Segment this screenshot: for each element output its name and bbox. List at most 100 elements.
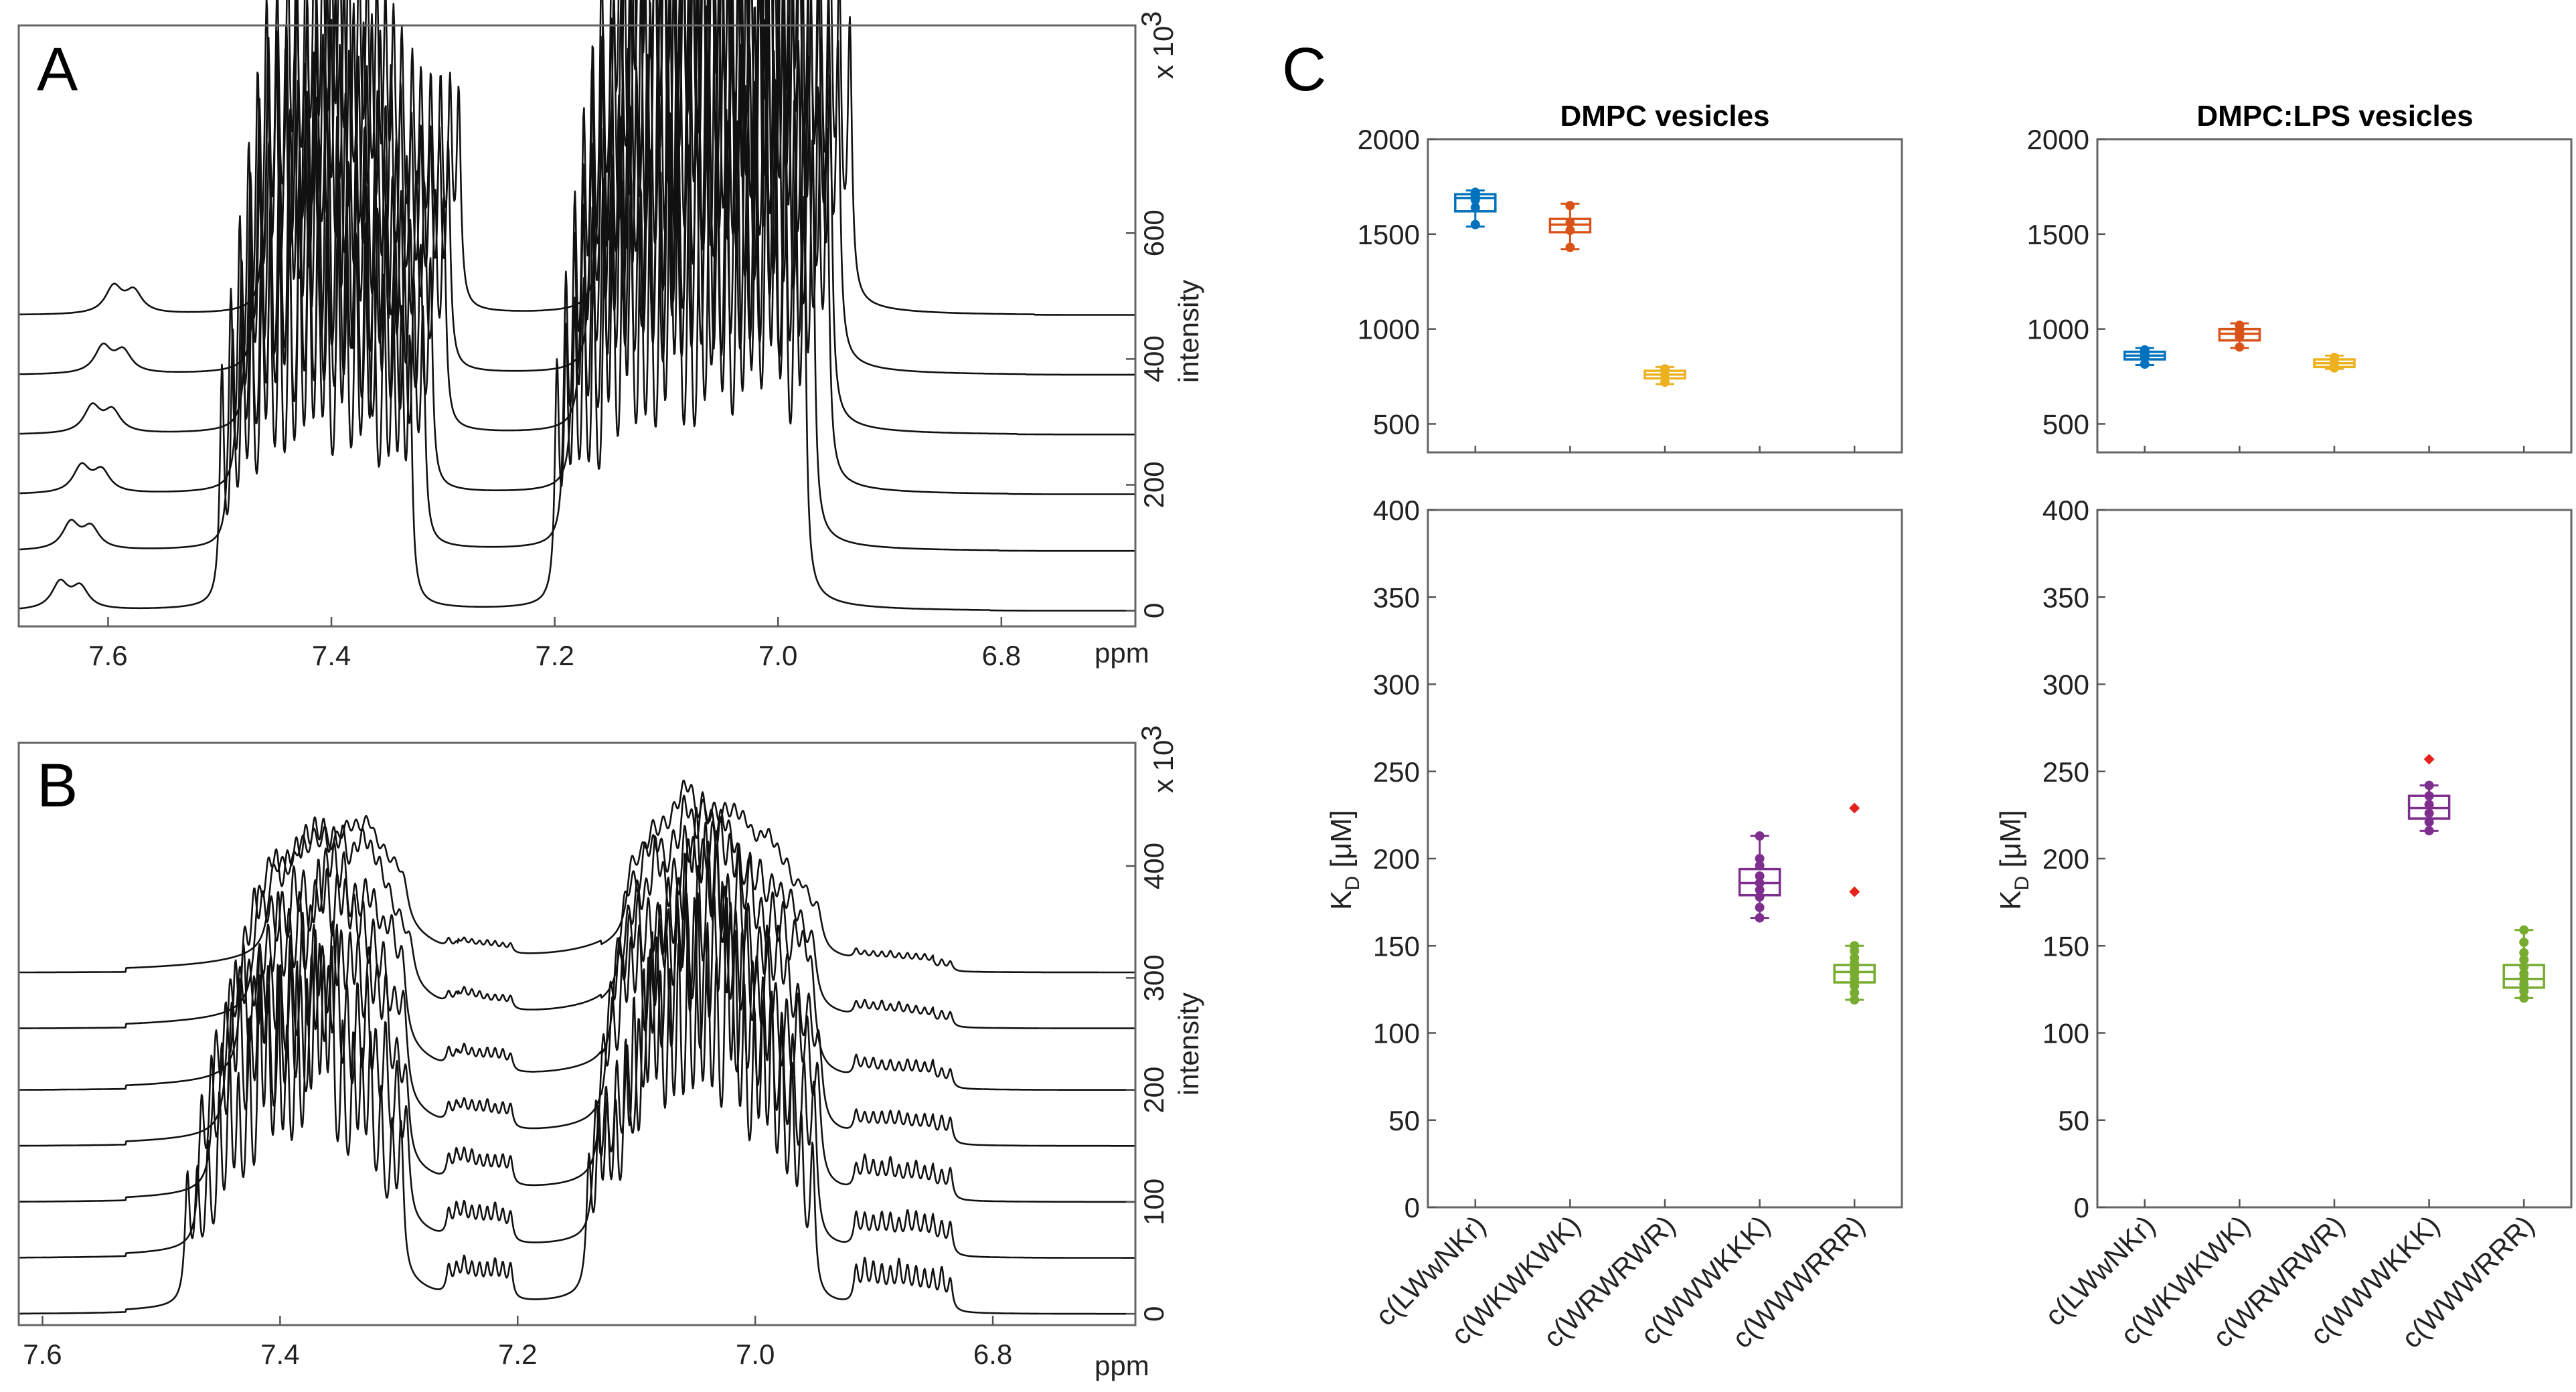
nmr-panel-a: A 7.6 7.4 7.2 7.0 6.8 0 200 400 600 ppm intensi… bbox=[17, 0, 1204, 671]
nmr-traces-b bbox=[18, 779, 1136, 1315]
y-tick-label: 400 bbox=[1138, 335, 1170, 382]
nmr-trace bbox=[18, 19, 1136, 552]
box-0 bbox=[1454, 187, 1497, 230]
x-axis-ticks-a: 7.6 7.4 7.2 7.0 6.8 bbox=[88, 617, 1021, 671]
y-tick-label: 1500 bbox=[2027, 219, 2089, 250]
data-point bbox=[2424, 780, 2434, 790]
axis-ticks-dmpc-lps: 500 1000 1500 2000 0 50 100 150 200 250 300 350 400 bbox=[2027, 124, 2525, 1223]
y-scale-a: x 10 3 bbox=[1135, 11, 1179, 79]
data-point bbox=[1660, 364, 1670, 374]
y-scale-b: x 10 3 bbox=[1135, 725, 1179, 793]
data-point bbox=[2519, 968, 2529, 978]
kd-subscript-dmpc-lps: D bbox=[2011, 876, 2033, 891]
y-tick-label: 500 bbox=[2042, 408, 2089, 440]
data-point bbox=[1850, 995, 1860, 1005]
data-point bbox=[1565, 201, 1575, 211]
x-tick-label: 7.6 bbox=[88, 640, 127, 671]
data-point bbox=[2519, 948, 2529, 958]
y-tick-label: 2000 bbox=[2027, 124, 2089, 155]
x-tick-label: 7.2 bbox=[498, 1338, 537, 1370]
nmr-traces-a bbox=[18, 0, 1136, 612]
data-point bbox=[2235, 320, 2245, 330]
y-tick-label: 350 bbox=[2042, 582, 2089, 613]
data-point bbox=[2519, 993, 2529, 1003]
x-axis-ticks-b: 7.6 7.4 7.2 7.0 6.8 bbox=[23, 1316, 1012, 1370]
y-tick-label: 200 bbox=[2042, 843, 2089, 875]
x-tick-label: 6.8 bbox=[973, 1338, 1012, 1370]
x-tick-label: 7.6 bbox=[23, 1338, 62, 1370]
data-point bbox=[1850, 953, 1860, 963]
y-axis-label-b: intensity bbox=[1173, 992, 1204, 1096]
y-tick-label: 500 bbox=[1373, 408, 1420, 440]
nmr-trace bbox=[18, 65, 1136, 612]
data-point bbox=[2519, 962, 2529, 972]
box-1 bbox=[1548, 201, 1592, 252]
data-point bbox=[2330, 353, 2339, 363]
data-point bbox=[2424, 826, 2434, 836]
data-point bbox=[2140, 345, 2150, 355]
y-tick-label: 300 bbox=[1373, 669, 1420, 701]
plot-title-dmpc-lps: DMPC:LPS vesicles bbox=[2196, 100, 2473, 133]
boxes-dmpc bbox=[1454, 187, 1876, 1005]
y-tick-label: 200 bbox=[1373, 843, 1420, 875]
y-tick-label: 1500 bbox=[1358, 219, 1420, 250]
boxes-dmpc-lps bbox=[2123, 320, 2545, 1003]
y-tick-label: 1000 bbox=[2027, 314, 2089, 345]
box-4 bbox=[2502, 925, 2545, 1003]
y-tick-label: 50 bbox=[2058, 1105, 2089, 1136]
kd-unit-dmpc: [μM] bbox=[1325, 810, 1358, 876]
y-tick-label: 0 bbox=[1138, 1306, 1170, 1322]
data-point bbox=[1755, 854, 1765, 863]
y-scale-exp-a: 3 bbox=[1135, 11, 1167, 27]
box-2 bbox=[1643, 364, 1686, 387]
nmr-trace bbox=[18, 779, 1136, 974]
plot-frame-b bbox=[17, 742, 1137, 1326]
x-tick-label: 7.0 bbox=[758, 640, 797, 671]
data-point bbox=[1755, 871, 1765, 881]
outlier-point bbox=[1849, 886, 1860, 897]
y-tick-label: 0 bbox=[2074, 1192, 2089, 1223]
kd-unit-dmpc-lps: [μM] bbox=[1994, 810, 2027, 876]
box-0 bbox=[2123, 345, 2166, 369]
y-tick-label: 0 bbox=[1404, 1192, 1420, 1223]
y-tick-label: 100 bbox=[1373, 1018, 1420, 1049]
data-point bbox=[2424, 808, 2434, 818]
y-axis-ticks-b: 0 100 200 300 400 bbox=[1126, 843, 1170, 1322]
nmr-trace bbox=[18, 806, 1136, 1147]
y-axis-label-dmpc: KD [μM] bbox=[1325, 810, 1364, 910]
box-2 bbox=[2313, 353, 2356, 373]
data-point bbox=[2519, 986, 2529, 996]
data-point bbox=[1470, 187, 1480, 197]
data-point bbox=[1565, 242, 1575, 252]
data-point bbox=[1470, 203, 1480, 213]
x-axis-label-b: ppm bbox=[1095, 1350, 1149, 1381]
y-tick-label: 350 bbox=[1373, 582, 1420, 613]
box-3 bbox=[2407, 754, 2451, 836]
y-scale-exp-b: 3 bbox=[1135, 725, 1167, 741]
y-tick-label: 400 bbox=[1373, 495, 1420, 526]
box-1 bbox=[2218, 320, 2261, 352]
kd-symbol-dmpc: K bbox=[1325, 891, 1358, 910]
y-tick-label: 200 bbox=[1138, 461, 1170, 508]
data-point bbox=[1565, 226, 1575, 236]
axis-ticks-dmpc: 500 1000 1500 2000 0 50 100 150 200 250 300 350 400 bbox=[1358, 124, 1856, 1223]
nmr-trace bbox=[18, 0, 1136, 376]
data-point bbox=[1850, 981, 1860, 991]
data-point bbox=[2424, 817, 2434, 827]
plot-title-dmpc: DMPC vesicles bbox=[1560, 100, 1769, 133]
kd-subscript-dmpc: D bbox=[1342, 876, 1364, 891]
x-tick-label: 7.4 bbox=[312, 640, 351, 671]
x-tick-label: 7.4 bbox=[260, 1338, 299, 1370]
x-tick-label: 6.8 bbox=[982, 640, 1021, 671]
nmr-trace bbox=[18, 892, 1136, 1315]
nmr-trace bbox=[18, 853, 1136, 1259]
nmr-trace bbox=[18, 0, 1136, 316]
y-tick-label: 250 bbox=[2042, 756, 2089, 788]
y-tick-label: 150 bbox=[1373, 930, 1420, 962]
x-axis-label-a: ppm bbox=[1095, 637, 1149, 669]
box-3 bbox=[1738, 831, 1781, 923]
data-point bbox=[1755, 885, 1765, 895]
data-point bbox=[2519, 925, 2529, 935]
data-point bbox=[1755, 878, 1765, 888]
